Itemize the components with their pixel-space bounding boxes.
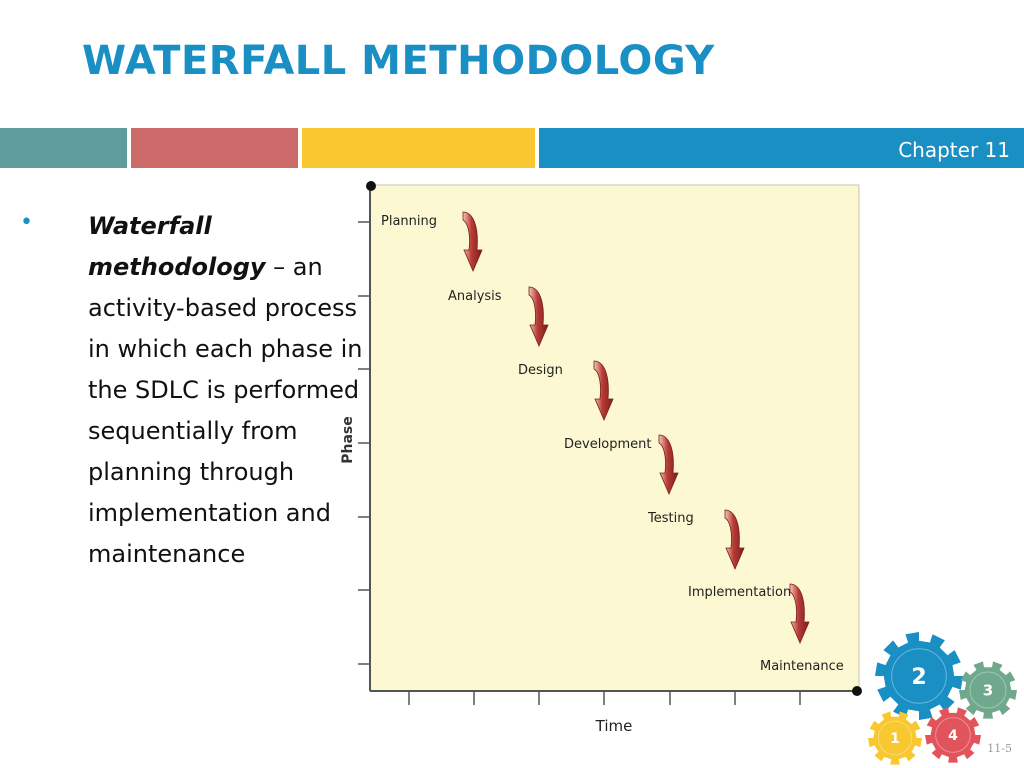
phase-label: Analysis (448, 289, 502, 304)
diagram-panel (369, 184, 860, 692)
band-yellow (302, 128, 535, 168)
bullet-dot: • (20, 210, 33, 235)
gears-graphic: 2 3 1 4 (868, 632, 1017, 765)
y-axis-label: Phase (340, 416, 356, 464)
phase-steps: Planning Analysis Design Development Testing… (381, 211, 844, 674)
slide-title: WATERFALL METHODOLOGY (82, 38, 715, 84)
phase-label: Planning (381, 214, 437, 229)
gear-hub (877, 720, 913, 756)
phase-label: Design (518, 363, 563, 378)
chapter-label: Chapter 11 (898, 138, 1010, 162)
bullet-description: – an activity-based process in which eac… (88, 253, 363, 568)
phase-arrow (658, 434, 679, 496)
phase-arrow (528, 286, 549, 348)
phase-label: Testing (647, 511, 694, 526)
phase-label: Implementation (688, 585, 791, 600)
phase-arrow (789, 583, 810, 645)
axis-origin-top-dot (366, 181, 376, 191)
phase-arrow (462, 211, 483, 273)
bullet-term: Waterfall methodology (88, 212, 266, 281)
gear-hub (969, 671, 1007, 709)
phase-arrow (724, 509, 745, 571)
gear-label: 2 (911, 665, 926, 690)
phase-label: Maintenance (760, 659, 844, 674)
gear-label: 1 (890, 731, 900, 747)
axis-end-dot (852, 686, 862, 696)
gear-hub (935, 717, 971, 753)
band-red (131, 128, 298, 168)
gear-hub (891, 648, 947, 704)
gear-label: 4 (948, 728, 958, 744)
phase-label: Development (564, 437, 652, 452)
bullet-text: Waterfall methodology – an activity-base… (88, 206, 363, 575)
axis-ticks (358, 221, 801, 705)
phase-arrow (593, 360, 614, 422)
page-number: 11-5 (987, 742, 1012, 755)
band-teal (0, 128, 127, 168)
gear-label: 3 (983, 681, 993, 699)
band-blue (539, 128, 1024, 168)
x-axis-label: Time (595, 717, 633, 735)
